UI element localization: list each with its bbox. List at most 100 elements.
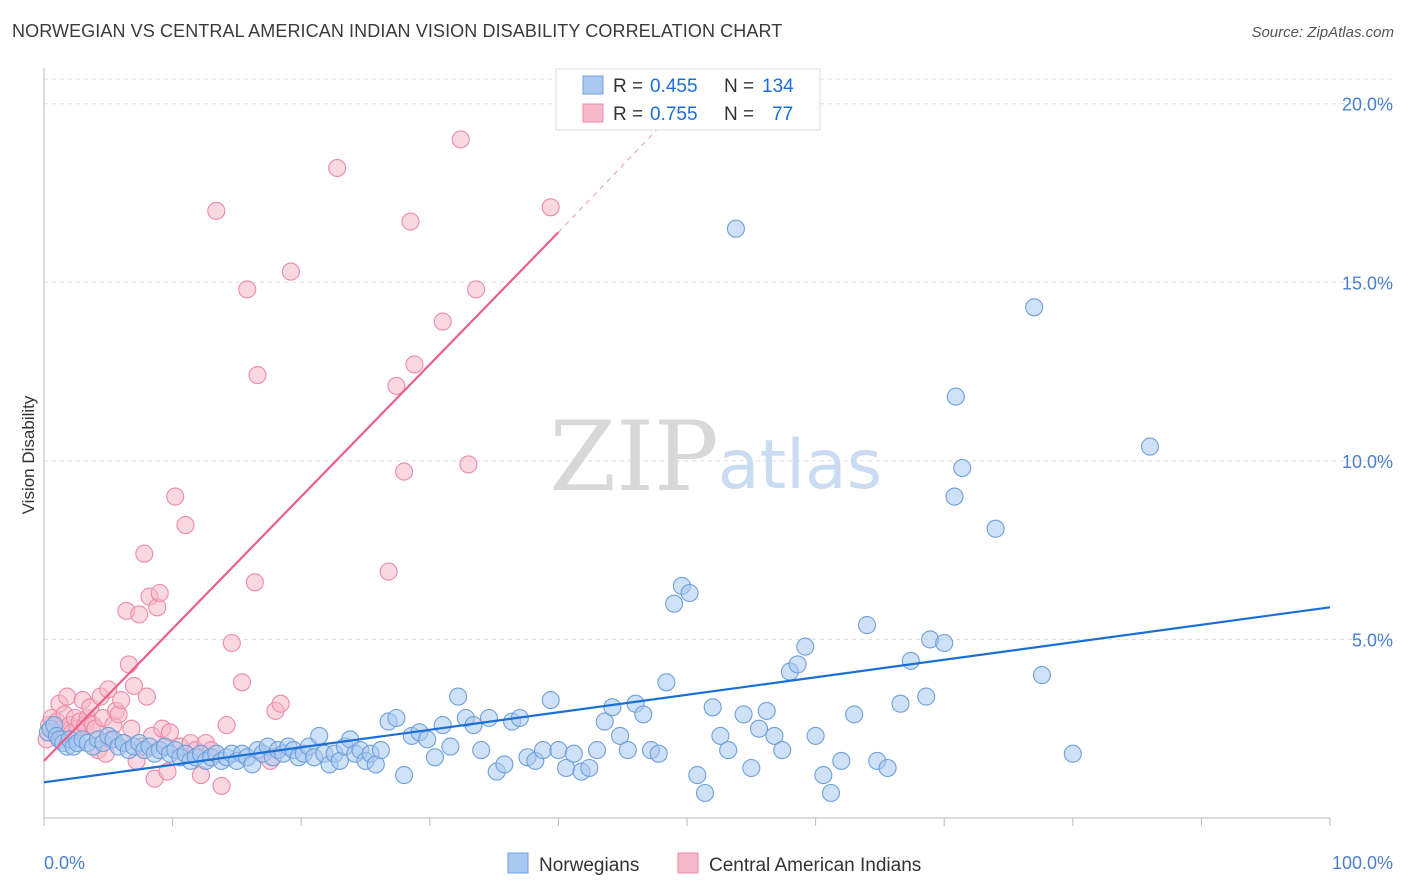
- data-point-norwegians: [495, 755, 514, 774]
- data-point-norwegians: [703, 698, 722, 717]
- data-point-norwegians: [796, 637, 815, 656]
- data-point-central-american-indians: [135, 544, 154, 563]
- data-point-norwegians: [479, 708, 499, 728]
- legend-n-label-pink: N =: [724, 104, 754, 125]
- data-point-norwegians: [541, 691, 560, 710]
- data-point-norwegians: [425, 748, 444, 767]
- data-point-norwegians: [832, 751, 851, 770]
- data-point-norwegians: [387, 708, 406, 728]
- data-point-central-american-indians: [176, 516, 195, 535]
- data-point-norwegians: [742, 758, 761, 778]
- data-point-central-american-indians: [328, 158, 347, 178]
- chart-title: NORWEGIAN VS CENTRAL AMERICAN INDIAN VIS…: [12, 21, 783, 41]
- data-point-norwegians: [986, 519, 1005, 538]
- data-point-norwegians: [711, 726, 730, 745]
- watermark-atlas: atlas: [718, 426, 882, 505]
- data-point-norwegians: [449, 687, 468, 706]
- grid-lines: [44, 78, 1392, 640]
- data-point-central-american-indians: [232, 673, 252, 692]
- data-point-norwegians: [634, 705, 653, 724]
- data-point-norwegians: [564, 744, 583, 763]
- data-point-norwegians: [749, 719, 769, 738]
- data-point-norwegians: [734, 705, 753, 724]
- data-point-norwegians: [891, 694, 910, 713]
- data-point-central-american-indians: [207, 201, 226, 220]
- y-tick-label: 10.0%: [1342, 452, 1393, 472]
- y-tick-label: 20.0%: [1342, 95, 1393, 115]
- legend-n-value-pink: 77: [772, 104, 793, 125]
- legend-n-value-blue: 134: [762, 76, 794, 97]
- data-point-central-american-indians: [112, 691, 131, 710]
- data-point-central-american-indians: [541, 198, 560, 217]
- data-point-norwegians: [603, 698, 622, 717]
- data-point-norwegians: [946, 387, 965, 406]
- legend-n-label-blue: N =: [724, 76, 754, 97]
- data-point-norwegians: [765, 726, 784, 745]
- data-point-norwegians: [611, 726, 630, 745]
- data-point-norwegians: [395, 766, 414, 785]
- legend-r-label-blue: R =: [613, 76, 643, 97]
- data-point-norwegians: [472, 741, 491, 760]
- data-point-central-american-indians: [395, 462, 414, 481]
- legend-r-value-blue: 0.455: [650, 76, 698, 97]
- legend-swatch-blue: [582, 75, 604, 95]
- data-point-norwegians: [857, 616, 877, 635]
- data-point-norwegians: [580, 758, 599, 778]
- data-point-norwegians: [1032, 666, 1051, 685]
- data-point-central-american-indians: [248, 366, 267, 385]
- data-point-central-american-indians: [99, 680, 118, 699]
- trend-lines: [43, 124, 1331, 784]
- data-point-norwegians: [688, 766, 707, 785]
- watermark-zip: ZIP: [549, 401, 718, 513]
- x-tick-label-max: 100.0%: [1332, 853, 1393, 873]
- y-tick-label: 15.0%: [1342, 273, 1393, 293]
- data-point-central-american-indians: [217, 716, 236, 735]
- data-point-norwegians: [773, 741, 792, 760]
- data-point-norwegians: [310, 726, 329, 745]
- data-point-norwegians: [945, 487, 964, 506]
- data-point-central-american-indians: [124, 676, 144, 695]
- data-point-norwegians: [953, 458, 972, 478]
- trend-line-norwegians: [43, 606, 1331, 784]
- bottom-legend-label-pink: Central American Indians: [709, 855, 921, 876]
- bottom-legend-swatch-blue: [507, 852, 529, 874]
- data-point-central-american-indians: [158, 762, 177, 781]
- bottom-legend-label-blue: Norwegians: [539, 855, 639, 876]
- data-point-central-american-indians: [401, 212, 420, 231]
- data-point-norwegians: [418, 730, 437, 749]
- data-point-norwegians: [814, 766, 833, 785]
- x-tick-marks: [43, 818, 1331, 826]
- trend-line-extension-central-american-indians: [557, 124, 662, 233]
- data-point-central-american-indians: [137, 687, 156, 706]
- data-point-norwegians: [806, 726, 825, 745]
- data-point-norwegians: [917, 687, 936, 706]
- data-point-central-american-indians: [433, 312, 452, 331]
- data-point-norwegians: [649, 744, 668, 763]
- data-point-central-american-indians: [166, 487, 185, 506]
- data-point-norwegians: [1025, 298, 1044, 317]
- legend-r-label-pink: R =: [613, 104, 643, 125]
- bottom-legend-swatch-pink: [677, 852, 699, 874]
- data-point-central-american-indians: [212, 776, 231, 795]
- data-point-norwegians: [680, 583, 699, 603]
- data-point-norwegians: [533, 741, 553, 760]
- data-point-norwegians: [1140, 437, 1160, 456]
- trend-line-central-american-indians: [43, 231, 560, 762]
- data-point-central-american-indians: [222, 633, 241, 653]
- data-point-central-american-indians: [58, 687, 77, 706]
- data-point-norwegians: [433, 716, 452, 735]
- data-point-central-american-indians: [281, 262, 300, 281]
- data-point-norwegians: [441, 737, 460, 756]
- data-point-central-american-indians: [238, 280, 257, 299]
- data-point-norwegians: [595, 712, 614, 731]
- data-point-norwegians: [371, 741, 390, 760]
- data-point-central-american-indians: [245, 573, 264, 592]
- data-point-central-american-indians: [467, 280, 486, 299]
- points-pink: [37, 130, 560, 795]
- data-point-central-american-indians: [150, 583, 169, 603]
- data-point-norwegians: [757, 701, 776, 720]
- data-point-norwegians: [719, 741, 738, 760]
- data-point-central-american-indians: [405, 355, 424, 374]
- data-point-norwegians: [549, 741, 568, 760]
- y-tick-label: 5.0%: [1352, 630, 1393, 650]
